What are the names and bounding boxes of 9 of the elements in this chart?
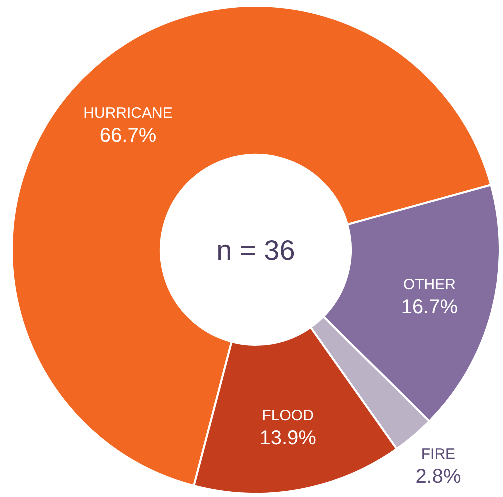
slice-label: OTHER: [403, 276, 456, 294]
slice-label: FIRE: [421, 446, 456, 463]
text: n = 36: [216, 235, 296, 266]
data-label: 13.9%: [260, 428, 317, 450]
data-label: 16.7%: [401, 296, 458, 318]
data-label: 2.8%: [416, 466, 462, 488]
slice-label: HURRICANE: [84, 104, 173, 122]
slice-label: FLOOD: [262, 408, 314, 425]
data-label: 66.7%: [100, 124, 157, 147]
